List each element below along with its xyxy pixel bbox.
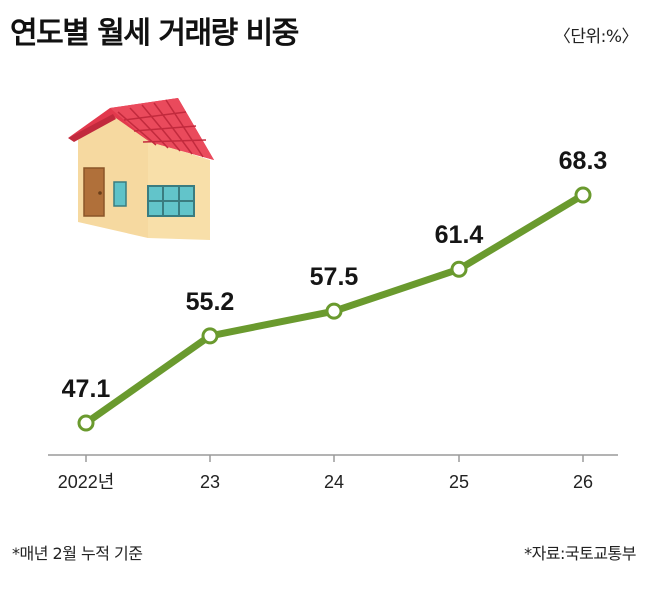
data-labels: 47.1 55.2 57.5 61.4 68.3 — [62, 147, 608, 403]
x-tick-label: 2022년 — [58, 472, 115, 492]
data-label: 55.2 — [186, 288, 235, 316]
chart-title: 연도별 월세 거래량 비중 — [10, 16, 299, 51]
data-point — [450, 260, 468, 278]
data-label: 61.4 — [435, 221, 484, 249]
x-tick-label: 23 — [200, 472, 220, 492]
data-point — [77, 414, 95, 432]
x-tick-label: 25 — [449, 472, 469, 492]
unit-label: 〈단위:%〉 — [553, 27, 639, 47]
x-tick-label: 24 — [324, 472, 344, 492]
data-points — [77, 186, 592, 432]
x-tick-label: 26 — [573, 472, 593, 492]
data-point — [325, 302, 343, 320]
footnote: *매년 2월 누적 기준 — [12, 544, 143, 563]
x-tick-labels: 2022년 23 24 25 26 — [58, 472, 593, 492]
x-axis-ticks — [85, 455, 584, 462]
data-label: 57.5 — [310, 263, 359, 291]
data-point — [574, 186, 592, 204]
source-note: *자료:국토교통부 — [524, 544, 636, 563]
data-label: 68.3 — [559, 147, 608, 175]
data-point — [201, 327, 219, 345]
house-icon — [68, 98, 214, 240]
data-label: 47.1 — [62, 375, 111, 403]
